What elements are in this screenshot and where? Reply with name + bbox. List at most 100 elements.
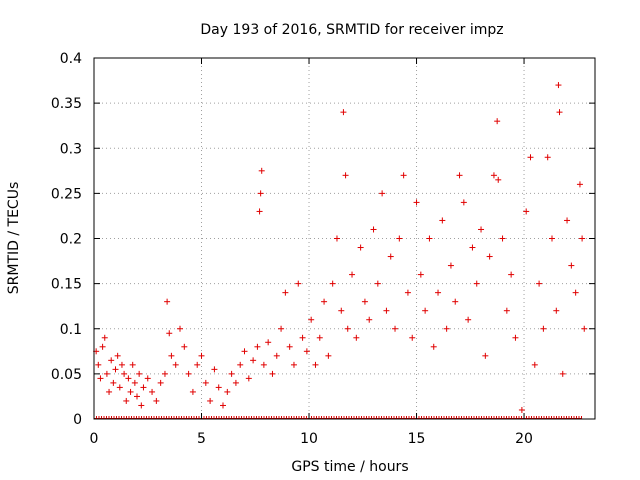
data-point (101, 334, 108, 341)
data-point (164, 298, 171, 305)
data-point (465, 316, 472, 323)
data-point (400, 172, 407, 179)
data-point (435, 289, 442, 296)
data-point (95, 361, 102, 368)
data-point (220, 402, 227, 409)
data-point (387, 253, 394, 260)
data-point (144, 375, 151, 382)
y-tick-label: 0.35 (51, 96, 82, 112)
data-point (295, 280, 302, 287)
data-point (256, 208, 263, 215)
data-point (303, 348, 310, 355)
data-point (379, 190, 386, 197)
data-point (527, 154, 534, 161)
data-point (202, 379, 209, 386)
x-tick-label: 15 (408, 431, 426, 447)
data-point (422, 307, 429, 314)
data-point (237, 361, 244, 368)
data-point (383, 307, 390, 314)
data-point (540, 325, 547, 332)
data-point (456, 172, 463, 179)
data-point (340, 109, 347, 116)
data-point (413, 199, 420, 206)
data-point (121, 370, 128, 377)
data-point (396, 235, 403, 242)
data-point (417, 271, 424, 278)
data-point (494, 118, 501, 125)
data-point (482, 352, 489, 359)
data-point (308, 316, 315, 323)
data-point (269, 370, 276, 377)
data-point (161, 370, 168, 377)
data-point (452, 298, 459, 305)
data-point (512, 334, 519, 341)
data-points (93, 82, 588, 419)
data-point (338, 307, 345, 314)
data-point (503, 307, 510, 314)
data-point (555, 82, 562, 89)
data-point (576, 181, 583, 188)
data-point (361, 298, 368, 305)
data-point (366, 316, 373, 323)
y-tick-label: 0.1 (60, 322, 82, 338)
data-point (215, 384, 222, 391)
y-tick-label: 0.2 (60, 232, 82, 248)
data-point (518, 406, 525, 413)
data-point (99, 343, 106, 350)
data-point (426, 235, 433, 242)
data-point (153, 397, 160, 404)
data-point (254, 343, 261, 350)
data-point (312, 361, 319, 368)
y-axis-label: SRMTID / TECUs (6, 182, 22, 295)
y-tick-label: 0 (73, 412, 82, 428)
data-point (490, 172, 497, 179)
data-point (349, 271, 356, 278)
data-point (286, 343, 293, 350)
data-point (564, 217, 571, 224)
data-point (127, 388, 134, 395)
data-point (357, 244, 364, 251)
y-tick-label: 0.05 (51, 367, 82, 383)
data-point (581, 325, 588, 332)
data-point (344, 325, 351, 332)
grid (94, 58, 595, 419)
data-point (224, 388, 231, 395)
data-point (232, 379, 239, 386)
data-point (370, 226, 377, 233)
data-point (553, 307, 560, 314)
data-point (257, 190, 264, 197)
data-point (125, 375, 132, 382)
data-point (97, 375, 104, 382)
y-tick-label: 0.3 (60, 141, 82, 157)
data-point (290, 361, 297, 368)
data-point (106, 388, 113, 395)
data-point (299, 334, 306, 341)
data-point (409, 334, 416, 341)
x-tick-label: 0 (90, 431, 99, 447)
data-point (353, 334, 360, 341)
data-point (568, 262, 575, 269)
y-axis: 0 0.05 0.1 0.15 0.2 0.25 0.3 0.35 0.4 (51, 51, 595, 428)
data-point (260, 361, 267, 368)
data-point (181, 343, 188, 350)
data-point (443, 325, 450, 332)
data-point (439, 217, 446, 224)
data-point (129, 361, 136, 368)
data-point (116, 384, 123, 391)
x-tick-label: 20 (515, 431, 533, 447)
data-point (523, 208, 530, 215)
data-point (508, 271, 515, 278)
data-point (536, 280, 543, 287)
data-point (282, 289, 289, 296)
data-point (185, 370, 192, 377)
data-point (316, 334, 323, 341)
data-point (131, 379, 138, 386)
data-point (473, 280, 480, 287)
data-point (342, 172, 349, 179)
x-tick-label: 5 (197, 431, 206, 447)
data-point (572, 289, 579, 296)
data-point (544, 154, 551, 161)
data-point (329, 280, 336, 287)
data-point (325, 352, 332, 359)
data-point (392, 325, 399, 332)
